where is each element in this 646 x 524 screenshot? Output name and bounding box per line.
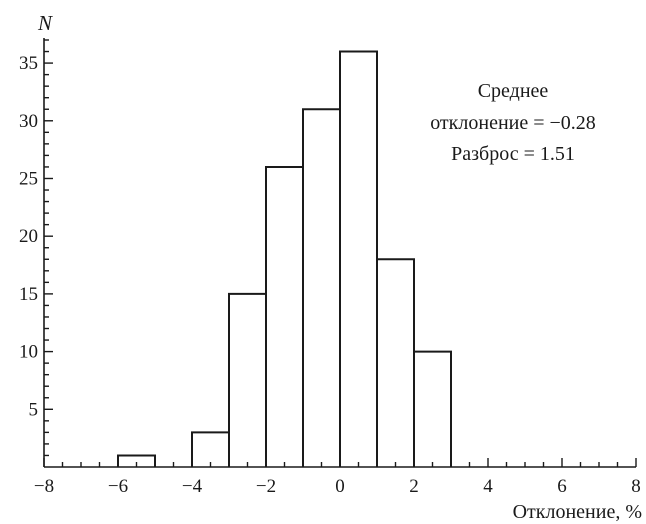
histogram-bar [302,108,341,467]
x-tick-label: −6 [108,476,128,497]
x-tick-label: 6 [557,476,567,497]
stats-annotation: Среднее отклонение = −0.28 Разброс = 1.5… [430,80,596,165]
histogram-bar [376,258,415,467]
histogram-bar [413,350,452,467]
annotation-line-2: отклонение = −0.28 [430,112,596,134]
x-axis-label: Отклонение, % [513,501,642,523]
x-tick-label: 4 [483,476,493,497]
y-tick-label: 35 [19,53,38,74]
histogram-bar [339,50,378,467]
y-axis-label: N [37,11,53,35]
histogram-bar [265,165,304,467]
histogram-bar [228,292,267,467]
y-tick-label: 30 [19,111,38,132]
histogram-bar [191,431,230,467]
x-tick-label: −8 [34,476,54,497]
histogram-bars [117,50,452,467]
y-tick-label: 25 [19,168,38,189]
y-tick-label: 20 [19,226,38,247]
y-tick-label: 15 [19,284,38,305]
annotation-line-1: Среднее [478,80,549,102]
x-tick-label: 8 [631,476,641,497]
x-axis-ticks: −8 −6 −4 −2 0 2 4 6 8 [34,458,641,497]
y-tick-label: 5 [29,399,39,420]
x-tick-label: −2 [256,476,276,497]
x-tick-label: 2 [409,476,419,497]
y-tick-label: 10 [19,342,38,363]
x-tick-label: 0 [335,476,345,497]
x-tick-label: −4 [182,476,203,497]
y-axis-ticks: 5 10 15 20 25 30 35 [19,39,53,457]
annotation-line-3: Разброс = 1.51 [451,143,575,165]
